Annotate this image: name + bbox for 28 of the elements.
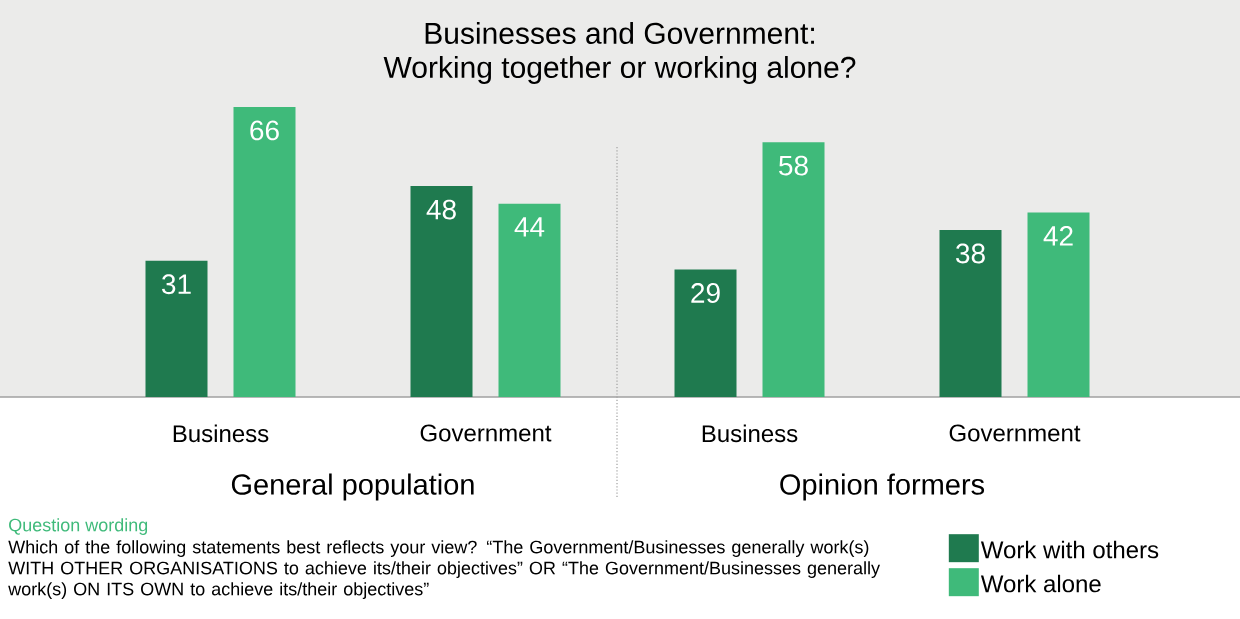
x-axis-title: Opinion formers <box>780 473 985 501</box>
x-tick-label: Government <box>420 424 552 442</box>
x-tick-label: Business <box>702 424 798 443</box>
data-label: 48 <box>426 199 456 220</box>
data-label: 44 <box>514 217 545 237</box>
text: Which of the following statements best reflects your view? “The Government/Businesses generally work(s) WITH OTHER ORGANISATIONS to achieve its/their objectives” OR “The Government/Businesses generally work(s) ON ITS OWN to achieve its/their objectives” <box>8 540 881 599</box>
legend-label: Work with others <box>980 540 1159 559</box>
bar <box>410 186 473 397</box>
bar <box>762 142 825 397</box>
x-tick-label: Business <box>173 424 269 443</box>
chart-title: Businesses and Government: <box>425 21 814 45</box>
data-label: 66 <box>250 120 279 141</box>
data-label: 31 <box>162 274 191 295</box>
data-label: 29 <box>691 283 720 303</box>
chart-subtitle: Working together or working alone? <box>383 56 856 84</box>
data-label: 38 <box>956 243 985 264</box>
bar <box>145 260 208 397</box>
bar <box>233 107 296 397</box>
data-label: 42 <box>1043 226 1073 246</box>
bar <box>939 230 1002 397</box>
x-axis-title: General population <box>231 473 474 501</box>
text: Question wording <box>9 518 148 535</box>
data-label: 58 <box>779 155 808 176</box>
bar <box>498 203 561 397</box>
legend-label: Work alone <box>980 574 1101 593</box>
x-tick-label: Government <box>949 424 1081 442</box>
bar <box>674 269 737 397</box>
bar <box>1027 212 1090 397</box>
